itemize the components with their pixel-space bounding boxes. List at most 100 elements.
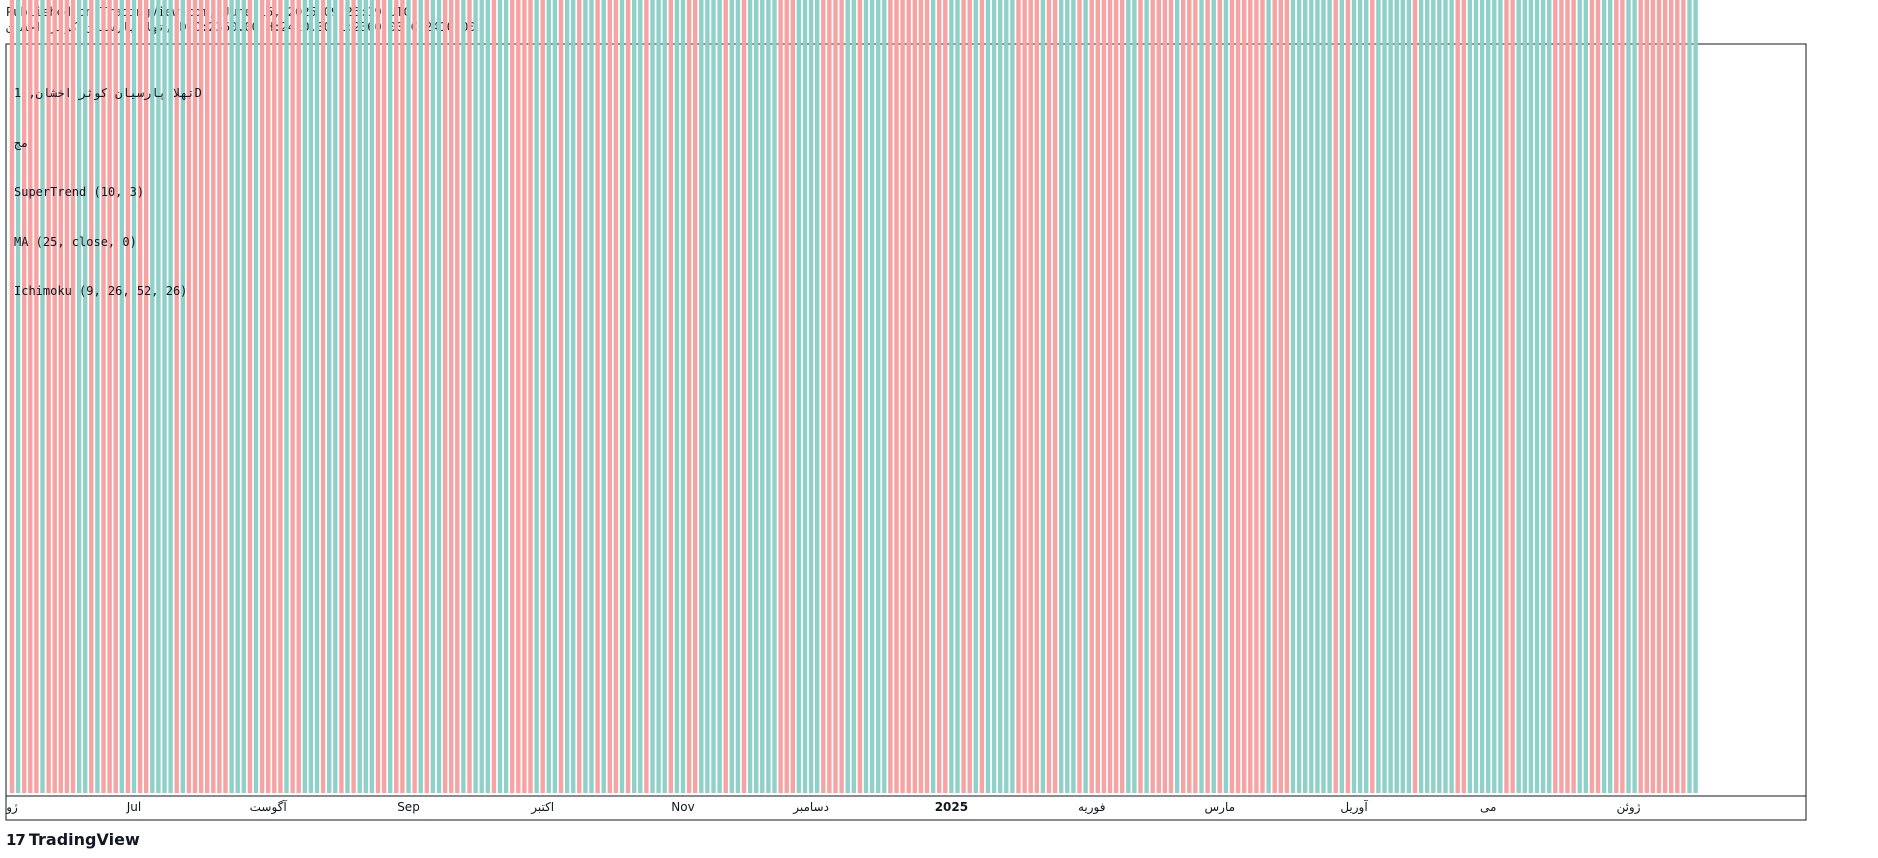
volume-bar <box>796 0 802 793</box>
volume-bar <box>1022 0 1027 794</box>
volume-bar <box>1412 0 1418 793</box>
volume-bar <box>772 0 777 794</box>
volume-bar <box>241 0 246 793</box>
volume-bar <box>735 0 741 794</box>
volume-bar <box>1571 0 1576 794</box>
volume-bar <box>534 0 539 794</box>
volume-bar <box>1650 0 1656 793</box>
volume-bar <box>918 0 924 793</box>
volume-bar <box>162 0 167 794</box>
volume-bar <box>284 0 289 794</box>
volume-bar <box>1443 0 1448 793</box>
volume-bar <box>119 0 124 793</box>
volume-bar <box>314 0 320 793</box>
tradingview-brand[interactable]: 17 TradingView <box>6 830 140 849</box>
volume-bar <box>839 0 844 793</box>
volume-bar <box>717 0 722 793</box>
volume-bar <box>528 0 533 794</box>
volume-bar <box>503 0 509 794</box>
volume-bar <box>1156 0 1161 793</box>
volume-bar <box>1126 0 1131 793</box>
volume-bar <box>186 0 192 793</box>
volume-bar <box>327 0 332 793</box>
volume-bar <box>1486 0 1491 793</box>
volume-bar <box>1235 0 1241 793</box>
volume-bar <box>70 0 76 793</box>
volume-bar <box>9 0 15 794</box>
volume-bar <box>1321 0 1326 794</box>
volume-bar <box>650 0 655 793</box>
volume-bar <box>876 0 881 793</box>
volume-bar <box>394 0 399 794</box>
volume-bar <box>1150 0 1155 793</box>
volume-bar <box>1675 0 1680 793</box>
time-tick-label: می <box>1480 800 1496 814</box>
volume-bar <box>1242 0 1247 794</box>
volume-bar <box>1455 0 1460 793</box>
legend-supertrend[interactable]: SuperTrend (10, 3) <box>14 185 145 199</box>
volume-bar <box>369 0 375 793</box>
volume-bar <box>1071 0 1076 794</box>
volume-bar <box>1339 0 1344 794</box>
volume-bar <box>1669 0 1674 794</box>
legend-ma[interactable]: MA (25, close, 0) <box>14 234 137 249</box>
volume-bar <box>674 0 680 793</box>
volume-bar <box>912 0 917 794</box>
volume-bar <box>1248 0 1253 794</box>
volume-bar <box>815 0 820 794</box>
volume-bar <box>58 0 63 794</box>
volume-bar <box>1418 0 1424 793</box>
volume-bar <box>1559 0 1564 793</box>
volume-bar <box>223 0 228 794</box>
volume-bar <box>1174 0 1180 794</box>
volume-bar <box>1046 0 1052 793</box>
volume-bar <box>388 0 393 794</box>
volume-bar <box>278 0 283 793</box>
volume-bar <box>625 0 631 793</box>
volume-bar <box>967 0 972 794</box>
volume-bar <box>192 0 198 794</box>
volume-bar <box>211 0 216 793</box>
volume-bar <box>930 0 936 793</box>
volume-bar <box>1589 0 1595 794</box>
volume-bar <box>1162 0 1168 793</box>
volume-bar <box>1394 0 1399 794</box>
volume-bar <box>1290 0 1296 794</box>
volume-bar <box>1431 0 1436 793</box>
volume-bar <box>424 0 429 793</box>
volume-bar <box>345 0 350 794</box>
volume-bar <box>22 0 27 794</box>
volume-bar <box>558 0 564 793</box>
time-tick-label: Sep <box>397 800 420 814</box>
volume-bar <box>1638 0 1643 793</box>
volume-bar <box>1492 0 1497 793</box>
volume-bar <box>52 0 57 793</box>
volume-bar <box>467 0 472 794</box>
volume-bar <box>1168 0 1174 794</box>
volume-bar <box>1656 0 1662 793</box>
volume-bar <box>76 0 82 794</box>
volume-bar <box>308 0 314 794</box>
volume-bar <box>15 0 21 793</box>
legend-ichimoku[interactable]: Ichimoku (9, 26, 52, 26) <box>14 284 188 298</box>
volume-bar <box>1113 0 1119 793</box>
volume-bar <box>1553 0 1558 793</box>
volume-bar <box>601 0 606 793</box>
volume-bar <box>1272 0 1277 793</box>
volume-bar <box>1425 0 1430 793</box>
volume-bar <box>302 0 307 793</box>
volume-bar <box>1687 0 1692 793</box>
volume-bar <box>900 0 905 793</box>
volume-bar <box>607 0 612 793</box>
time-tick-label: Jul <box>126 800 141 814</box>
volume-bar <box>1608 0 1613 793</box>
volume-bar <box>1528 0 1534 794</box>
volume-bar <box>339 0 344 793</box>
volume-bar <box>1681 0 1686 793</box>
time-tick-label: اکتبر <box>530 800 554 815</box>
volume-bar <box>198 0 204 794</box>
volume-bar <box>351 0 356 793</box>
volume-bar <box>882 0 887 794</box>
volume-bar <box>808 0 814 794</box>
